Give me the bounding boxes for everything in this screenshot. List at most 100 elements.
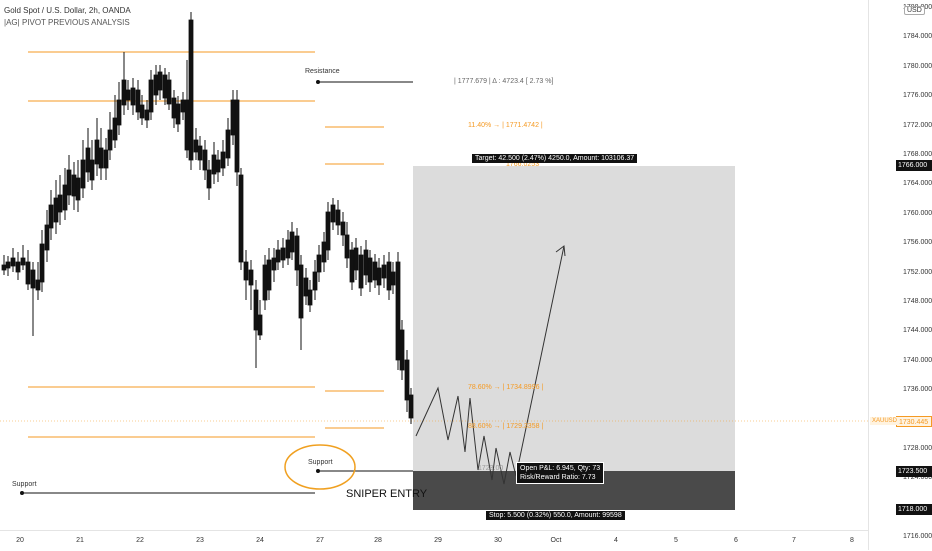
open-pnl-text: Open P&L: 6.945, Qty: 73 [520,465,601,472]
candle-body [184,99,190,151]
candle-body [353,247,359,271]
candle-body [372,261,378,281]
candle-body [57,194,63,213]
candle-body [325,211,331,251]
fib-11-label: 11.40% → | 1771.4742 | [468,122,543,129]
price-chart[interactable] [0,0,868,530]
time-tick: 6 [734,537,738,544]
candle-body [116,99,122,126]
candle-body [367,257,373,283]
candle-body [275,249,281,263]
support-left-dot [20,491,24,495]
candle-body [15,261,21,273]
time-tick: 20 [16,537,24,544]
price-tick: 1780.000 [903,62,932,70]
candle-body [135,89,141,113]
target-zone [413,166,735,471]
candle-body [404,359,410,401]
time-tick: 22 [136,537,144,544]
candle-body [1,264,7,271]
projection-arrowhead [555,245,566,257]
time-axis[interactable]: 20 21 22 23 24 27 28 29 30 Oct 4 5 6 7 8 [0,530,868,551]
price-tick: 1748.000 [903,298,932,305]
time-tick: 23 [196,537,204,544]
candle-body [30,269,36,289]
support-left-label: Support [12,481,37,488]
candle-body [215,159,221,173]
candle-body [335,209,341,226]
resistance-dot [316,80,320,84]
candle-body [271,257,277,271]
candle-body [358,254,364,289]
candle-body [280,247,286,261]
indicator-name[interactable]: |AG| PIVOT PREVIOUS ANALYSIS [4,18,130,27]
candle-body [363,249,369,276]
time-tick: 28 [374,537,382,544]
candle-body [211,154,217,175]
candle-body [62,184,68,211]
candle-body [303,277,309,297]
candle-body [39,243,45,283]
support-right-dot [316,469,320,473]
candle-body [130,87,136,106]
candle-body [157,71,163,91]
candle-body [153,74,159,96]
support-highlight-circle [284,444,356,490]
candle-body [75,177,81,201]
candle-body [125,89,131,101]
candle-body [340,221,346,236]
candle-body [225,129,231,159]
range-info-label: | 1777.679 | Δ : 4723.4 [ 2.73 %] [454,78,554,85]
candle-body [238,174,244,263]
stop-price-box: 1718.000 [896,504,932,515]
candle-body [89,159,95,181]
time-tick: 5 [674,537,678,544]
fib-entry-partial-label: 1723.00 [478,465,504,472]
price-tick: 1740.000 [903,356,932,364]
candle-body [243,261,249,281]
chart-title: Gold Spot / U.S. Dollar, 2h, OANDA [4,6,131,15]
candle-body [285,239,291,259]
price-tick: 1716.000 [903,533,932,541]
candle-body [80,159,86,189]
candle-body [386,261,392,291]
time-tick: 4 [614,537,618,544]
price-tick: 1736.000 [903,386,932,394]
support-circle-label: Support [308,459,333,466]
candle-body [94,139,100,165]
candle-body [66,169,72,196]
candle-body [144,109,150,121]
time-tick: 29 [434,537,442,544]
candle-body [166,79,172,105]
candle-body [188,19,194,161]
candle-body [112,117,118,141]
candle-body [316,254,322,273]
symbol-tag: XAUUSD [870,417,900,425]
time-tick: 21 [76,537,84,544]
candle-body [298,264,304,319]
candle-body [344,234,350,259]
candle-body [121,79,127,106]
price-tick: 1744.000 [903,327,932,335]
entry-price-box: 1723.500 [896,466,932,477]
candle-body [107,129,113,151]
price-tick: 1768.000 [903,151,932,158]
fib-78-label: 78.60% → | 1734.8996 | [468,384,544,391]
risk-reward-text: Risk/Reward Ratio: 7.73 [520,474,596,481]
candle-body [197,145,203,161]
candle-body [330,204,336,223]
candle-body [175,103,181,125]
price-tick: 1724.000 [903,474,932,482]
price-tick: 1752.000 [903,268,932,276]
target-badge: Target: 42.500 (2.47%) 4250.0, Amount: 1… [472,154,638,163]
price-tick: 1756.000 [903,239,932,247]
candle-body [248,269,254,286]
candle-body [312,271,318,291]
candle-body [376,267,382,286]
candle-body [262,264,268,301]
candle-body [399,329,405,371]
candle-body [171,97,177,119]
candle-body [266,259,272,291]
currency-badge[interactable]: USD [904,6,925,15]
candle-body [71,174,77,197]
